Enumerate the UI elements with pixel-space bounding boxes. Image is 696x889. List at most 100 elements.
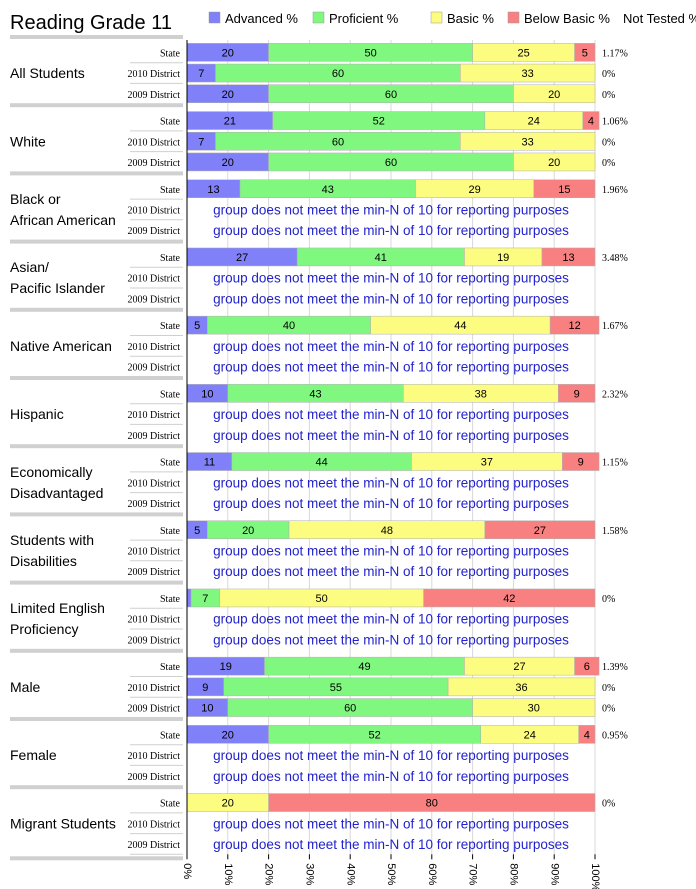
group-separator [10,239,183,244]
data-label-proficient: 20 [242,525,254,537]
legend-label-not-tested: Not Tested % [623,11,696,26]
min-n-message: group does not meet the min-N of 10 for … [213,223,569,238]
data-label-basic: 36 [515,682,527,694]
group-3: Asian/Pacific Islander State 27 41 19 13 3.48%… [10,239,628,310]
tick-label: 0% [181,863,193,879]
data-label-advanced: 10 [201,703,213,715]
group-6: Economically Disadvantaged State 11 44 37 9 1.1… [10,444,628,514]
group-label: Students with [10,532,94,548]
group-label: Disabilities [10,553,77,569]
row-label: 2009 District [128,772,181,783]
not-tested-value: 1.06% [602,117,628,128]
tick-label: 60% [426,863,438,885]
group-label: Asian/ [10,259,49,275]
not-tested-value: 0% [602,158,615,169]
data-label-basic: 37 [481,457,493,469]
data-label-basic: 30 [528,703,540,715]
data-label-advanced: 19 [220,661,232,673]
group-label: All Students [10,65,85,81]
data-label-advanced: 20 [222,729,234,741]
row-label: 2009 District [128,704,181,715]
group-2: Black or African American State 13 43 29 15 1.9… [10,171,628,241]
group-label: African American [10,212,116,228]
group-7: Students with Disabilities State 5 20 48 27 1.5… [10,512,628,582]
bar-segment-below_basic [423,588,596,608]
row-label: 2010 District [128,274,181,285]
legend-label-basic: Basic % [447,11,494,26]
data-label-proficient: 52 [373,116,385,128]
data-label-basic: 20 [548,157,560,169]
group-label: Female [10,747,57,763]
bar-segment-basic [472,698,596,717]
data-label-below_basic: 9 [578,457,584,469]
not-tested-value: 0% [602,704,615,715]
group-8: Limited English Proficiency State 7 50 42 0% 20… [10,580,615,651]
row-label: 2009 District [128,90,181,101]
min-n-message: group does not meet the min-N of 10 for … [213,612,569,627]
not-tested-value: 2.32% [602,389,628,400]
row-label: State [160,526,181,537]
row-label: 2010 District [128,410,181,421]
legend-swatch-below_basic [507,11,520,24]
chart-rows: All Students State 20 50 25 5 1.17% 2010 Distri… [10,35,628,855]
data-label-below_basic: 13 [562,252,574,264]
row-label: State [160,389,181,400]
min-n-message: group does not meet the min-N of 10 for … [213,475,569,490]
not-tested-value: 0% [602,69,615,80]
data-label-proficient: 40 [283,320,295,332]
not-tested-value: 1.96% [602,185,628,196]
data-label-basic: 19 [497,252,509,264]
row-label: 2010 District [128,546,181,557]
row-label: 2010 District [128,342,181,353]
group-separator [10,580,183,585]
group-separator [10,35,183,39]
group-label: Migrant Students [10,815,116,831]
tick-label: 90% [548,863,560,885]
row-label: State [160,185,181,196]
data-label-below_basic: 4 [584,729,590,741]
data-label-proficient: 43 [322,184,334,196]
bar-segment-below_basic [574,43,596,62]
bar-segment-advanced [186,588,192,608]
tick-label: 10% [222,863,234,885]
data-label-advanced: 7 [198,68,204,80]
not-tested-value: 0% [602,90,615,101]
data-label-proficient: 60 [332,136,344,148]
group-separator [10,307,183,312]
bar-segment-below_basic [578,725,596,744]
group-label: Male [10,679,41,695]
row-label: State [160,594,181,605]
group-separator [10,376,183,380]
bar-segment-basic [513,84,596,103]
group-10: Female State 20 52 24 4 0.95% 2010 District grou… [10,717,628,787]
min-n-message: group does not meet the min-N of 10 for … [213,360,569,375]
group-0: All Students State 20 50 25 5 1.17% 2010 Distri… [10,35,628,105]
group-label: Native American [10,338,112,354]
legend: Advanced % Proficient % Basic % Below Basic… [208,11,696,26]
data-label-advanced: 9 [202,682,208,694]
group-separator [10,785,183,790]
data-label-below_basic: 9 [574,388,580,400]
min-n-message: group does not meet the min-N of 10 for … [213,748,569,763]
group-4: Native American State 5 40 44 12 1.67% 2010 Dis… [10,307,628,378]
tick-label: 20% [263,863,275,885]
min-n-message: group does not meet the min-N of 10 for … [213,632,569,647]
data-label-basic: 20 [548,89,560,101]
min-n-message: group does not meet the min-N of 10 for … [213,291,569,306]
bar-segment-below_basic [582,111,600,130]
tick-label: 50% [385,863,397,885]
legend-label-proficient: Proficient % [329,11,399,26]
data-label-advanced: 11 [204,457,215,469]
data-label-proficient: 49 [358,661,370,673]
row-label: 2010 District [128,478,181,489]
row-label: State [160,799,181,810]
data-label-below_basic: 4 [588,116,594,128]
data-label-basic: 24 [528,116,540,128]
data-label-proficient: 60 [385,157,397,169]
gridlines [227,40,596,855]
bar-segment-basic [513,152,596,172]
data-label-proficient: 7 [202,593,208,605]
min-n-message: group does not meet the min-N of 10 for … [213,837,569,852]
data-label-advanced: 20 [222,157,234,169]
